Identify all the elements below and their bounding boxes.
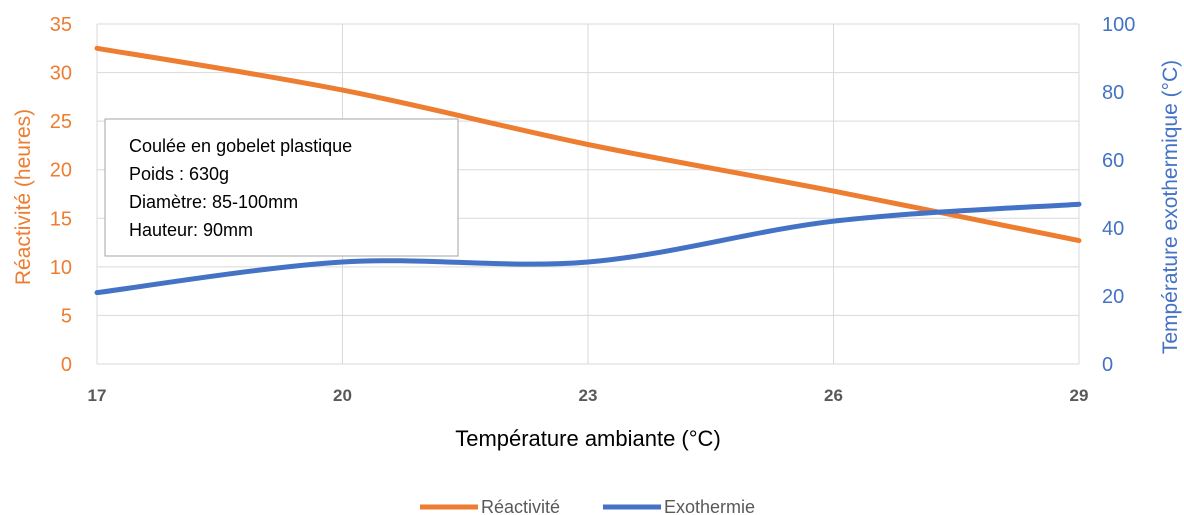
x-tick-label: 23 bbox=[579, 386, 598, 405]
y-left-tick-label: 30 bbox=[50, 63, 72, 85]
series-line-exothermie bbox=[94, 201, 1082, 296]
x-axis-title: Température ambiante (°C) bbox=[455, 426, 721, 451]
x-tick-label: 29 bbox=[1070, 386, 1089, 405]
legend-label-exothermie: Exothermie bbox=[664, 497, 755, 515]
left-axis-title: Réactivité (heures) bbox=[12, 109, 35, 285]
series-layer bbox=[94, 45, 1082, 296]
y-left-tick-label: 35 bbox=[50, 14, 72, 36]
legend-label-reactivite: Réactivité bbox=[481, 497, 560, 515]
y-left-tick-label: 25 bbox=[50, 111, 72, 133]
right-axis-title: Température exothermique (°C) bbox=[1159, 60, 1182, 354]
y-right-tick-label: 100 bbox=[1102, 14, 1135, 36]
annotation-line-1: Coulée en gobelet plastique bbox=[129, 136, 352, 156]
y-right-tick-label: 0 bbox=[1102, 354, 1113, 376]
y-left-tick-label: 5 bbox=[61, 305, 72, 327]
y-right-tick-label: 20 bbox=[1102, 286, 1124, 308]
legend: Réactivité Exothermie bbox=[420, 497, 755, 515]
annotation-box: Coulée en gobelet plastique Poids : 630g… bbox=[104, 118, 459, 257]
x-tick-label: 17 bbox=[88, 386, 107, 405]
y-left-tick-label: 20 bbox=[50, 160, 72, 182]
series-line-reactivite bbox=[94, 45, 1082, 244]
y-right-tick-label: 80 bbox=[1102, 82, 1124, 104]
y-left-tick-label: 0 bbox=[61, 354, 72, 376]
annotation-line-4: Hauteur: 90mm bbox=[129, 220, 253, 240]
annotation-box-frame bbox=[104, 118, 459, 257]
y-right-tick-label: 40 bbox=[1102, 218, 1124, 240]
right-axis-ticks: 0 20 40 60 80 100 bbox=[1102, 14, 1135, 376]
y-right-tick-label: 60 bbox=[1102, 150, 1124, 172]
x-axis-ticks: 17 20 23 26 29 bbox=[88, 386, 1089, 405]
annotation-line-2: Poids : 630g bbox=[129, 164, 229, 184]
annotation-line-3: Diamètre: 85-100mm bbox=[129, 192, 298, 212]
x-tick-label: 26 bbox=[824, 386, 843, 405]
left-axis-ticks: 0 5 10 15 20 25 30 35 bbox=[50, 14, 72, 376]
y-left-tick-label: 10 bbox=[50, 257, 72, 279]
x-tick-label: 20 bbox=[333, 386, 352, 405]
y-left-tick-label: 15 bbox=[50, 208, 72, 230]
